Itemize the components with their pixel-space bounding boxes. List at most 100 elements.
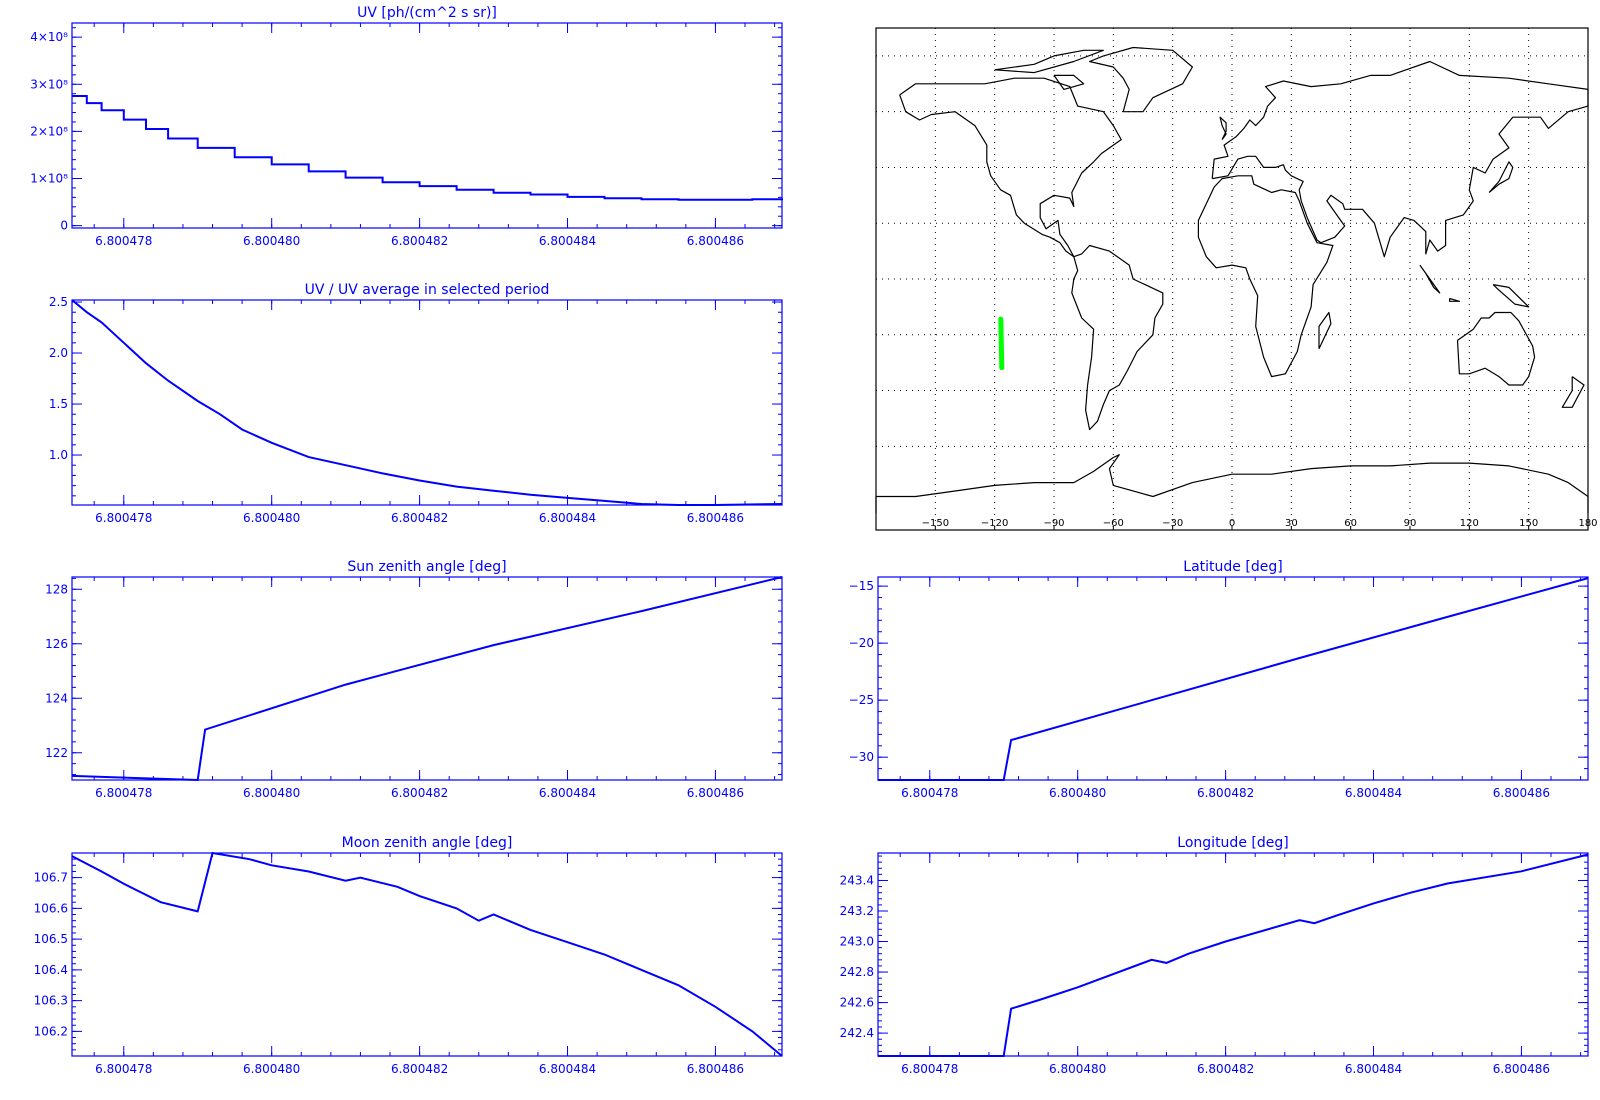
- x-tick-label: 6.800482: [391, 1062, 448, 1076]
- y-tick-label: −15: [849, 579, 874, 593]
- map-x-tick-label: −30: [1162, 518, 1183, 529]
- x-tick-label: 6.800478: [95, 786, 152, 800]
- coastline: [1211, 60, 1589, 258]
- x-tick-label: 6.800486: [1493, 1062, 1550, 1076]
- latitude-plot: Latitude [deg] 6.800478 6.800480 6.800482 6.…: [849, 559, 1589, 800]
- series-line: [878, 577, 1589, 781]
- y-tick-label: 242.4: [840, 1026, 874, 1040]
- x-tick-label: 6.800486: [687, 511, 744, 525]
- chart-title: Moon zenith angle [deg]: [342, 835, 513, 851]
- coastline: [1488, 161, 1514, 193]
- x-tick-label: 6.800480: [1049, 1062, 1106, 1076]
- y-tick-label: −20: [849, 636, 874, 650]
- y-tick-label: 106.3: [34, 994, 68, 1008]
- y-tick-label: 4×10⁸: [30, 30, 68, 44]
- coastline: [1492, 284, 1530, 308]
- x-tick-label: 6.800482: [391, 786, 448, 800]
- chart-title: Sun zenith angle [deg]: [347, 559, 506, 575]
- x-tick-label: 6.800478: [95, 1062, 152, 1076]
- plot-frame: [71, 299, 783, 506]
- x-tick-label: 6.800484: [1345, 1062, 1402, 1076]
- y-tick-label: 2.5: [49, 295, 68, 309]
- map-x-tick-label: 0: [1229, 518, 1235, 529]
- y-tick-label: 1×10⁸: [30, 172, 68, 186]
- coastline: [1089, 46, 1193, 113]
- moon-zenith-plot: Moon zenith angle [deg] 6.800478 6.800480 6…: [34, 835, 783, 1076]
- y-tick-label: 124: [45, 691, 68, 705]
- coastline: [1449, 297, 1460, 302]
- uv-ratio-plot: UV / UV average in selected period 6.8004…: [49, 282, 783, 525]
- uv-plot: UV [ph/(cm^2 s sr)] 6.800478 6.800480 6.800…: [30, 5, 783, 248]
- x-tick-label: 6.800484: [539, 1062, 596, 1076]
- y-tick-label: 126: [45, 637, 68, 651]
- series-line: [72, 95, 783, 201]
- x-tick-label: 6.800482: [391, 511, 448, 525]
- y-tick-label: 242.6: [840, 996, 874, 1010]
- world-map: −150 −120 −90 −60 −30 0 30 60 90 120 150 180: [875, 27, 1598, 531]
- plot-frame: [71, 576, 783, 781]
- x-tick-label: 6.800484: [539, 786, 596, 800]
- y-tick-label: −30: [849, 750, 874, 764]
- y-tick-label: 242.8: [840, 965, 874, 979]
- y-tick-label: 1.5: [49, 397, 68, 411]
- chart-title: UV [ph/(cm^2 s sr)]: [357, 5, 497, 21]
- series-line: [71, 851, 783, 1057]
- satellite-track: [998, 316, 1005, 371]
- x-tick-label: 6.800484: [539, 511, 596, 525]
- y-tick-label: 243.0: [840, 935, 874, 949]
- y-tick-label: 3×10⁸: [30, 77, 68, 91]
- series-line: [71, 576, 783, 782]
- coastline: [875, 454, 1589, 514]
- coastline: [994, 49, 1104, 74]
- y-tick-label: 0: [60, 219, 68, 233]
- map-x-tick-label: 120: [1460, 518, 1479, 529]
- x-tick-label: 6.800486: [1493, 786, 1550, 800]
- map-x-tick-label: −90: [1043, 518, 1064, 529]
- coastline: [899, 77, 1122, 258]
- y-tick-label: 128: [45, 582, 68, 596]
- chart-title: Longitude [deg]: [1177, 835, 1288, 851]
- y-tick-label: 2.0: [49, 346, 68, 360]
- coastline: [1053, 74, 1085, 90]
- y-tick-label: 2×10⁸: [30, 124, 68, 138]
- series-line: [878, 853, 1589, 1057]
- coastline: [1561, 376, 1585, 408]
- sun-zenith-plot: Sun zenith angle [deg] 6.800478 6.800480 6.…: [45, 559, 783, 800]
- plot-frame: [71, 22, 783, 229]
- y-tick-label: 106.6: [34, 901, 68, 915]
- plot-frame: [71, 852, 783, 1057]
- x-tick-label: 6.800480: [243, 1062, 300, 1076]
- map-x-tick-label: −120: [981, 518, 1008, 529]
- coastline: [1197, 175, 1334, 378]
- y-tick-label: 106.4: [34, 963, 68, 977]
- plot-frame: [877, 576, 1589, 781]
- y-tick-label: 122: [45, 746, 68, 760]
- y-tick-label: −25: [849, 693, 874, 707]
- x-tick-label: 6.800480: [243, 786, 300, 800]
- coastline: [1456, 311, 1536, 386]
- map-x-tick-label: 180: [1578, 518, 1597, 529]
- map-x-tick-label: 30: [1285, 518, 1298, 529]
- map-x-tick-label: 60: [1344, 518, 1357, 529]
- longitude-plot: Longitude [deg] 6.800478 6.800480 6.800482 6…: [840, 835, 1589, 1076]
- coastline: [1419, 264, 1441, 294]
- coastline: [1071, 244, 1164, 431]
- x-tick-label: 6.800478: [95, 511, 152, 525]
- x-tick-label: 6.800482: [1197, 786, 1254, 800]
- x-tick-label: 6.800486: [687, 1062, 744, 1076]
- map-x-tick-label: 90: [1404, 518, 1417, 529]
- series-line: [71, 299, 783, 506]
- x-tick-label: 6.800480: [243, 511, 300, 525]
- x-tick-label: 6.800482: [391, 234, 448, 248]
- map-x-tick-label: −150: [922, 518, 949, 529]
- y-tick-label: 106.7: [34, 871, 68, 885]
- x-tick-label: 6.800484: [1345, 786, 1402, 800]
- x-tick-label: 6.800484: [539, 234, 596, 248]
- x-tick-label: 6.800478: [901, 786, 958, 800]
- y-tick-label: 243.2: [840, 904, 874, 918]
- coastline: [1318, 311, 1332, 349]
- y-tick-label: 106.5: [34, 932, 68, 946]
- x-tick-label: 6.800482: [1197, 1062, 1254, 1076]
- plot-frame: [877, 852, 1589, 1057]
